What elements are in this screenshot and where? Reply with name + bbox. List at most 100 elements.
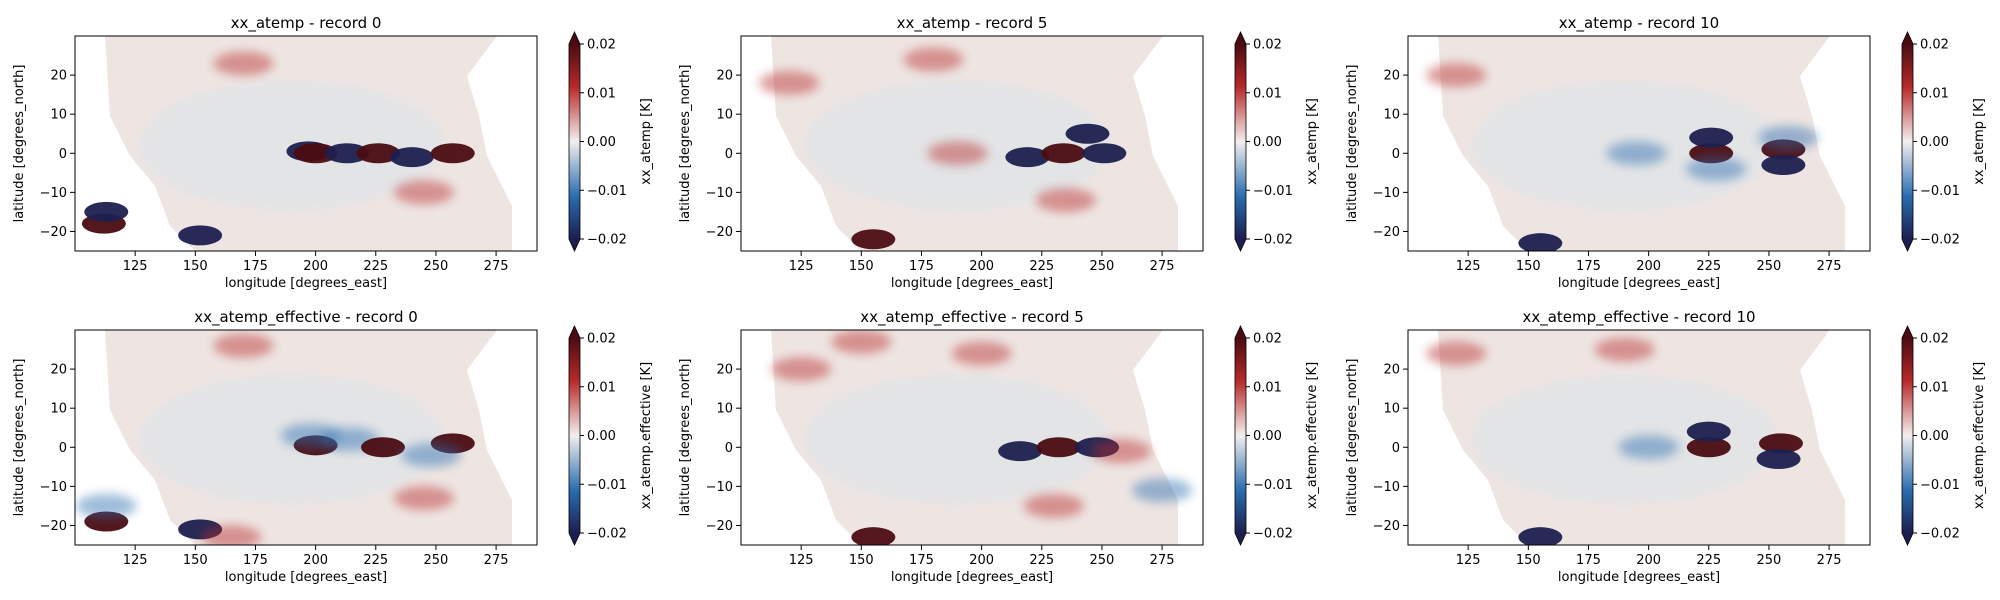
land-mask-west [1408,330,1528,545]
colorbar-label: xx_atemp.effective [K] [1972,362,1987,509]
y-axis-label: latitude [degrees_north] [1345,359,1360,517]
chart-title: xx_atemp - record 0 [231,14,382,33]
x-tick-label: 200 [969,259,994,274]
anomaly-feature [76,493,137,518]
x-tick-label: 125 [123,553,148,568]
colorbar-tick-label: 0.01 [1253,86,1282,101]
y-tick-label: 20 [1383,69,1400,84]
anomaly-feature [1689,127,1734,148]
colorbar-label: xx_atemp [K] [639,98,654,185]
colorbar-tick-label: −0.01 [1920,478,1960,493]
colorbar-label: xx_atemp.effective [K] [639,362,654,509]
y-tick-label: 20 [1383,363,1400,378]
y-tick-label: 0 [1392,441,1400,456]
x-tick-label: 275 [1817,553,1842,568]
anomaly-feature [1758,125,1819,150]
anomaly-feature [1426,63,1487,88]
anomaly-feature [393,486,454,511]
anomaly-feature [951,341,1012,366]
anomaly-feature [851,527,896,545]
anomaly-feature [178,225,223,246]
anomaly-feature [1023,493,1084,518]
x-tick-label: 150 [183,553,208,568]
y-tick-label: 10 [1383,402,1400,417]
x-tick-label: 225 [1696,259,1721,274]
anomaly-feature [903,47,964,72]
anomaly-feature [1606,141,1667,166]
colorbar-tick-label: −0.01 [1920,184,1960,199]
anomaly-feature [1686,156,1746,181]
land-mask-west [1408,36,1528,251]
colorbar-tick-label: 0.00 [587,135,616,150]
y-tick-label: −10 [706,186,733,201]
land-mask-east [1800,330,1870,545]
anomaly-feature [1686,421,1731,442]
land-mask-east [1133,36,1203,251]
y-tick-label: −20 [40,519,67,534]
colorbar-tick-label: 0.02 [1253,38,1282,53]
anomaly-feature [1594,337,1655,362]
land-mask-east [467,36,537,251]
y-tick-label: 0 [1392,147,1400,162]
y-tick-label: −20 [40,225,67,240]
chart-title: xx_atemp - record 5 [897,14,1048,33]
anomaly-feature [831,330,892,354]
y-axis-label: latitude [degrees_north] [678,359,693,517]
anomaly-feature [1041,143,1086,164]
colorbar-tick-label: 0.02 [587,38,616,53]
y-tick-label: 10 [716,108,733,123]
x-tick-label: 225 [363,259,388,274]
anomaly-feature [1761,155,1806,175]
chart-title: xx_atemp_effective - record 0 [194,308,418,327]
colorbar-label: xx_atemp [K] [1305,98,1320,185]
y-axis-label: latitude [degrees_north] [1345,65,1360,223]
colorbar-tick-label: 0.02 [587,332,616,347]
x-tick-label: 200 [1636,259,1661,274]
y-tick-label: 10 [50,108,67,123]
x-tick-label: 150 [1516,259,1541,274]
x-tick-label: 275 [484,553,509,568]
x-tick-label: 175 [1576,553,1601,568]
y-tick-label: −10 [706,480,733,495]
anomaly-feature [851,229,896,250]
colorbar: 0.02 0.01 0.00 −0.01 −0.02 xx_atemp.effective… [568,325,654,546]
y-tick-label: 10 [50,402,67,417]
x-tick-label: 225 [363,553,388,568]
colorbar-tick-label: 0.02 [1920,38,1949,53]
y-tick-label: 0 [59,147,67,162]
x-tick-label: 250 [424,553,449,568]
y-axis-label: latitude [degrees_north] [678,65,693,223]
x-tick-label: 125 [1456,259,1481,274]
y-tick-label: −10 [40,186,67,201]
anomaly-feature [1065,123,1110,144]
x-axis-label: longitude [degrees_east] [225,570,387,585]
colorbar-label: xx_atemp.effective [K] [1305,362,1320,509]
anomaly-feature [1758,433,1803,454]
x-tick-label: 175 [1576,259,1601,274]
y-tick-label: 0 [725,147,733,162]
y-tick-label: −20 [1373,519,1400,534]
colorbar-tick-label: −0.02 [1920,527,1960,542]
x-axis-label: longitude [degrees_east] [1558,276,1720,291]
colorbar: 0.02 0.01 0.00 −0.01 −0.02 xx_atemp [K] [1901,31,1987,252]
chart-title: xx_atemp_effective - record 5 [860,308,1084,327]
x-axis-label: longitude [degrees_east] [225,276,387,291]
x-tick-label: 175 [909,259,934,274]
x-axis-label: longitude [degrees_east] [891,570,1053,585]
x-tick-label: 150 [1516,553,1541,568]
colorbar: 0.02 0.01 0.00 −0.01 −0.02 xx_atemp [K] [1234,31,1320,252]
x-tick-label: 275 [1150,259,1175,274]
colorbar-tick-label: 0.00 [1920,135,1949,150]
land-mask-east [467,330,537,545]
y-tick-label: −20 [706,519,733,534]
anomaly-feature [401,443,462,468]
anomaly-feature [1686,437,1731,458]
x-tick-label: 175 [243,259,268,274]
x-tick-label: 275 [484,259,509,274]
x-tick-label: 275 [1817,259,1842,274]
colorbar-tick-label: 0.01 [587,86,616,101]
x-tick-label: 225 [1029,259,1054,274]
anomaly-feature [1082,143,1127,164]
